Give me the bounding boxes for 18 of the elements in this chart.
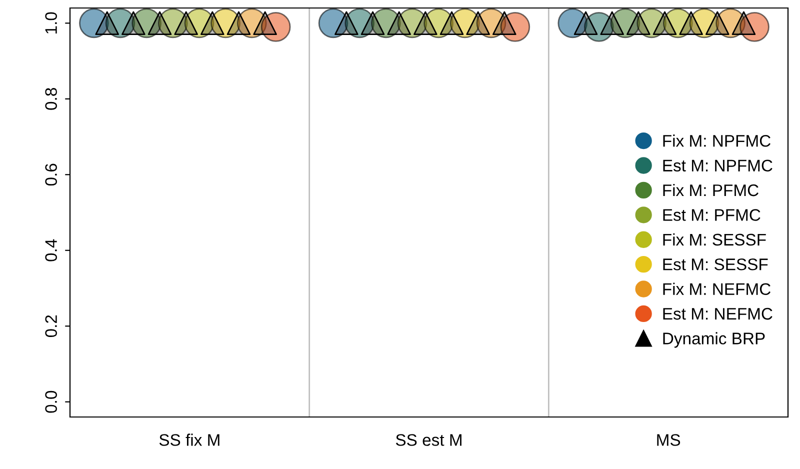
legend-label: Fix M: SESSF (663, 233, 766, 246)
x-tick-label: MS (657, 434, 680, 446)
legend-label: Est M: NPFMC (663, 160, 772, 172)
y-tick-label: 0.0 (45, 390, 57, 413)
y-tick-label: 0.2 (45, 315, 57, 338)
y-tick-label: 1.0 (45, 12, 57, 34)
x-tick-label: SS fix M (159, 434, 220, 446)
legend-label: Est M: SESSF (663, 258, 768, 270)
x-tick-label: SS est M (396, 434, 462, 446)
legend-label: Fix M: NPFMC (663, 134, 771, 147)
legend-label: Est M: NEFMC (663, 308, 772, 320)
legend-label: Est M: PFMC (663, 209, 760, 221)
y-tick-label: 0.8 (45, 88, 57, 110)
legend-label: Fix M: PFMC (663, 184, 758, 196)
legend-label: Fix M: NEFMC (663, 282, 771, 296)
y-tick-label: 0.4 (45, 239, 57, 262)
legend-label: Dynamic BRP (663, 332, 765, 348)
y-tick-label: 0.6 (45, 164, 57, 186)
